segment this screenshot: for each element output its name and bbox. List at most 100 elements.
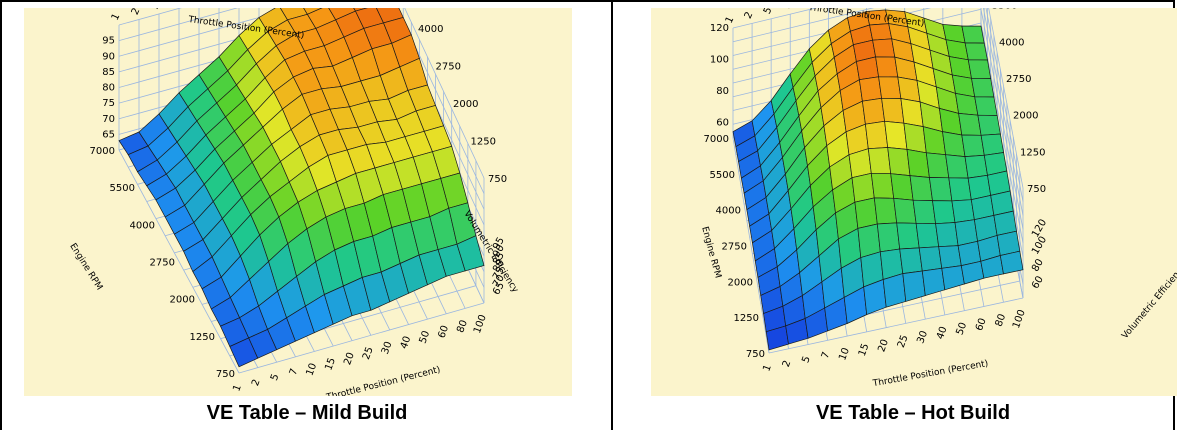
y-tick-label: 4000 (716, 206, 741, 217)
surface-cell (859, 76, 882, 102)
y-tick-label: 750 (746, 349, 765, 360)
x-tick-label-top: 1 (110, 12, 123, 22)
surface-cell (862, 97, 885, 125)
x-tick-label-front: 50 (418, 329, 433, 345)
surface-cell (890, 173, 914, 201)
y-tick-label: 2750 (722, 242, 747, 253)
x-tick-label-front: 50 (955, 321, 970, 337)
surface-cell (881, 97, 905, 124)
y-tick-label: 7000 (90, 146, 115, 157)
x-tick-label-front: 2 (781, 359, 794, 369)
z-tick-label-front: 80 (1030, 257, 1046, 274)
x-tick-label-front: 25 (361, 346, 376, 362)
y-tick-label: 5500 (110, 183, 135, 194)
z-tick-label: 65 (102, 129, 115, 140)
z-tick-label: 120 (710, 23, 729, 34)
surface-cell (899, 247, 923, 274)
chart-panel-mild: 1257101520253040506080100125710152025304… (24, 8, 572, 396)
x-tick-label-front: 60 (974, 317, 989, 333)
surface-cell (945, 154, 969, 179)
x-tick-label-top: 2 (743, 10, 756, 20)
tick-labels-0: 1257101520253040506080100125710152025304… (90, 8, 508, 393)
z-tick-label-front: 60 (1030, 274, 1046, 291)
z-tick-label-front: 120 (1030, 217, 1049, 239)
y-tick-label: 7000 (704, 134, 729, 145)
x-tick-label-front: 2 (250, 378, 263, 388)
y-tick-label-right: 750 (488, 174, 507, 185)
y-tick-label: 4000 (130, 220, 155, 231)
surface-cell (882, 273, 907, 308)
x-tick-label-front: 100 (472, 313, 489, 335)
surface-cell (925, 152, 950, 179)
caption-hot-build: VE Table – Hot Build (815, 402, 1011, 424)
panel-divider (611, 0, 613, 430)
x-tick-label-top: 2 (130, 8, 143, 17)
z-tick-label: 100 (710, 54, 729, 65)
surface-cell (999, 250, 1024, 275)
x-tick-label-top: 1 (724, 15, 737, 25)
z-tick-label: 60 (716, 117, 729, 128)
surface-cell (884, 120, 908, 150)
x-tick-label-front: 10 (305, 362, 320, 378)
surface-cell (869, 23, 893, 41)
ve-surface-chart-hot: 1257101520253040506080100125710152025304… (699, 8, 1177, 389)
ve-surface-chart-mild: 1257101520253040506080100125710152025304… (67, 8, 520, 396)
surface-cell (875, 56, 899, 78)
surface-cell (941, 265, 965, 291)
surface-cell (960, 260, 985, 285)
x-tick-label-front: 80 (994, 312, 1009, 328)
surface-cell (951, 199, 975, 223)
surface-cell (948, 177, 972, 202)
surface-cell (961, 25, 985, 44)
surface-cell (893, 197, 917, 224)
surface-cell (974, 96, 998, 116)
surface-cell (977, 114, 1001, 136)
chart-panel-hot: 1257101520253040506080100125710152025304… (651, 8, 1177, 396)
z-axis-label: Volumetric Efficiency (1120, 262, 1177, 341)
y-tick-label: 1250 (190, 332, 215, 343)
x-tick-label-front: 20 (876, 338, 891, 354)
surface-cell (915, 222, 940, 249)
caption-mild-build: VE Table – Mild Build (206, 402, 408, 424)
surface-cell (938, 245, 962, 269)
surface-mesh-1 (732, 9, 1024, 351)
z-tick-label: 80 (716, 86, 729, 97)
x-tick-label-front: 80 (455, 319, 470, 335)
y-tick-label: 2000 (728, 277, 753, 288)
z-tick-label: 90 (102, 51, 115, 62)
z-tick-label: 85 (102, 67, 115, 78)
tick-labels-1: 1257101520253040506080100125710152025304… (704, 8, 1050, 373)
y-tick-label: 1250 (734, 313, 759, 324)
y-tick-label-right: 1250 (471, 137, 496, 148)
y-tick-label-right: 2750 (1006, 74, 1031, 85)
surface-cell (906, 148, 930, 178)
surface-cell (873, 197, 898, 225)
y-tick-label-right: 1250 (1020, 147, 1045, 158)
x-tick-label-front: 1 (231, 383, 244, 393)
surface-cell (964, 154, 988, 179)
surface-cell (887, 147, 911, 176)
surface-cell (971, 77, 995, 98)
surface-cell (872, 38, 896, 58)
x-tick-label-front: 30 (915, 329, 930, 345)
surface-cell (878, 76, 902, 99)
surface-cell (967, 59, 992, 79)
x-tick-label-front: 15 (857, 342, 872, 358)
surface-cell (870, 172, 895, 199)
x-tick-label-front: 20 (342, 351, 357, 367)
y-tick-label-right: 2000 (453, 99, 478, 110)
x-tick-label-front: 15 (323, 356, 338, 372)
y-axis-label: Engine RPM (67, 242, 104, 292)
x-tick-label-front: 5 (269, 372, 282, 382)
x-axis-label: Throttle Position (Percent) (325, 365, 442, 396)
y-tick-label-right: 5500 (992, 8, 1017, 12)
y-tick-label-right: 2000 (1013, 111, 1038, 122)
surface-cell (902, 270, 926, 302)
y-tick-label: 2750 (150, 258, 175, 269)
surface-cell (851, 172, 875, 203)
x-tick-label-top: 7 (781, 8, 794, 11)
z-tick-label: 95 (102, 36, 115, 47)
x-axis-label: Throttle Position (Percent) (871, 359, 989, 389)
surface-cell (928, 177, 953, 202)
surface-cell (456, 235, 485, 272)
